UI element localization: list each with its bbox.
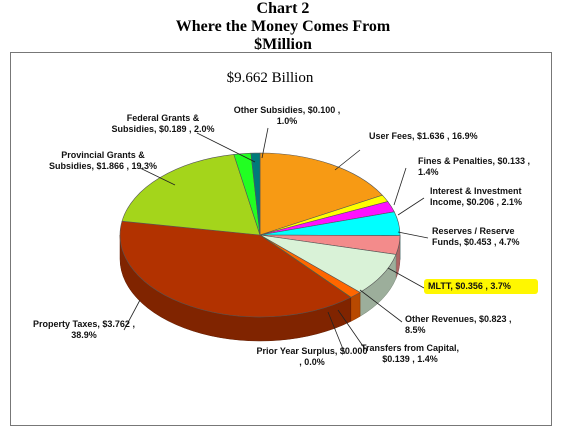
label-line: MLTT, $0.356 , 3.7%: [428, 281, 511, 291]
label-line: Other Revenues, $0.823 ,: [405, 314, 512, 324]
label-interest-investment-income: Interest & Investment Income, $0.206 , 2.…: [430, 186, 522, 207]
chart-subtitle: $9.662 Billion: [227, 70, 314, 86]
label-line: Reserves / Reserve: [432, 226, 515, 236]
label-line: Interest & Investment: [430, 186, 522, 196]
leader-mltt: [387, 267, 425, 289]
leader-other-revenues: [359, 289, 403, 323]
leader-provincial-grants-subsidies: [139, 167, 176, 186]
label-line: Transfers from Capital,: [361, 343, 459, 353]
label-mltt: MLTT, $0.356 , 3.7%: [428, 281, 511, 291]
mltt-highlight: [424, 279, 538, 294]
label-line: Income, $0.206 , 2.1%: [430, 197, 522, 207]
label-line: Other Subsidies, $0.100 ,: [234, 105, 341, 115]
leader-interest-investment-income: [397, 197, 425, 216]
chart-header: Chart 2 Where the Money Comes From $Mill…: [0, 0, 566, 54]
chart-number: Chart 2: [256, 0, 310, 17]
label-provincial-grants-subsidies: Provincial Grants & Subsidies, $1.866 , 1…: [49, 150, 157, 171]
label-line: , 0.0%: [299, 357, 325, 367]
data-labels: User Fees, $1.636 , 16.9% Fines & Penalti…: [33, 105, 538, 367]
pie-slice-user-fees: [259, 152, 383, 236]
label-reserves-reserve-funds: Reserves / Reserve Funds, $0.453 , 4.7%: [432, 226, 520, 247]
label-line: Federal Grants &: [127, 113, 200, 123]
leader-reserves-reserve-funds: [397, 231, 429, 239]
leader-federal-grants-subsidies: [196, 132, 256, 163]
leader-fines-penalties: [393, 167, 407, 206]
pie-top-faces: [119, 152, 401, 318]
label-line: 1.4%: [418, 167, 439, 177]
pie-slice-other-subsidies: [250, 152, 261, 236]
label-line: Funds, $0.453 , 4.7%: [432, 237, 520, 247]
label-line: 1.0%: [277, 116, 298, 126]
label-fines-penalties: Fines & Penalties, $0.133 , 1.4%: [418, 156, 530, 177]
label-line: Provincial Grants &: [61, 150, 145, 160]
label-user-fees: User Fees, $1.636 , 16.9%: [369, 131, 478, 141]
label-line: Fines & Penalties, $0.133 ,: [418, 156, 530, 166]
label-federal-grants-subsidies: Federal Grants & Subsidies, $0.189 , 2.0%: [111, 113, 214, 134]
label-line: Property Taxes, $3.762 ,: [33, 319, 135, 329]
leader-other-subsidies: [261, 127, 269, 159]
label-property-taxes: Property Taxes, $3.762 , 38.9%: [33, 319, 135, 340]
pie-slice-property-taxes: [119, 220, 352, 318]
label-prior-year-surplus: Prior Year Surplus, $0.000, 0.0%: [257, 346, 368, 367]
label-line: Subsidies, $1.866 , 19.3%: [49, 161, 157, 171]
leader-lines: [123, 127, 429, 355]
label-line: Prior Year Surplus, $0.000: [257, 346, 368, 356]
label-line: 38.9%: [71, 330, 97, 340]
label-line: $0.139 , 1.4%: [382, 354, 438, 364]
label-other-revenues: Other Revenues, $0.823 , 8.5%: [405, 314, 512, 335]
chart-title: Where the Money Comes From: [175, 18, 391, 35]
label-line: User Fees, $1.636 , 16.9%: [369, 131, 478, 141]
label-line: 8.5%: [405, 325, 426, 335]
chart-units: $Million: [254, 36, 312, 53]
leader-user-fees: [334, 149, 361, 171]
leader-property-taxes: [123, 299, 141, 331]
leader-transfers-from-capital: [337, 309, 366, 350]
label-other-subsidies: Other Subsidies, $0.100 , 1.0%: [234, 105, 341, 126]
leader-prior-year-surplus: [327, 311, 346, 355]
label-line: Subsidies, $0.189 , 2.0%: [111, 124, 214, 134]
label-transfers-from-capital: Transfers from Capital, $0.139 , 1.4%: [361, 343, 459, 364]
